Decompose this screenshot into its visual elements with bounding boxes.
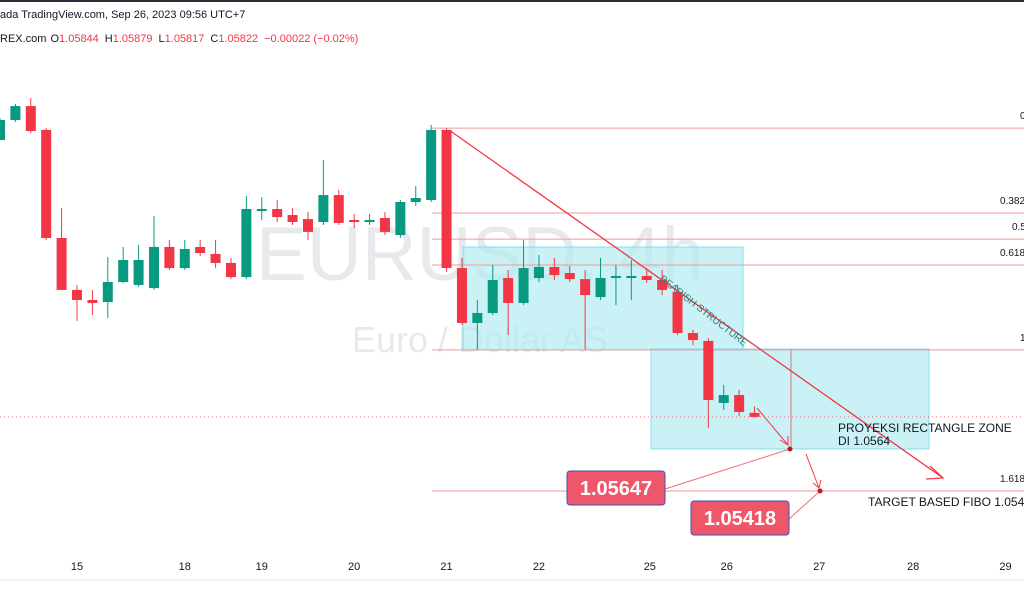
candle-body	[71, 289, 82, 301]
ohlc-value: 1.05844	[59, 33, 99, 45]
candle-body	[533, 266, 544, 278]
candle-body	[472, 313, 483, 323]
candles	[0, 97, 760, 429]
zone-box	[650, 348, 930, 450]
candle-body	[272, 208, 283, 218]
candle-body	[703, 340, 714, 401]
candle-body	[456, 268, 467, 323]
annotation: PROYEKSI RECTANGLE ZONE	[838, 421, 1012, 435]
candle-body	[56, 237, 67, 290]
fib-label: 0.382	[1000, 196, 1024, 207]
candle-body	[610, 275, 621, 278]
candle-body	[318, 195, 329, 223]
target-point	[817, 488, 823, 494]
candle-body	[580, 279, 591, 296]
candle-body	[118, 260, 129, 283]
fib-label: 1	[1020, 333, 1024, 344]
ohlc-line: REX.com O1.05844 H1.05879 L1.05817 C1.05822−…	[0, 33, 358, 45]
fib-label: 0	[1020, 111, 1024, 122]
ohlc-key: L	[159, 33, 165, 45]
candle-body	[487, 280, 498, 314]
candle-body	[518, 268, 529, 303]
arrow	[756, 407, 789, 446]
candle-body	[564, 273, 575, 280]
candle-body	[41, 129, 52, 238]
candle-body	[102, 282, 113, 303]
candle-body	[426, 129, 437, 201]
candle-body	[87, 300, 98, 303]
target-point	[787, 446, 793, 452]
candle-body	[441, 129, 452, 269]
candle-body	[225, 262, 236, 278]
candle-body	[503, 277, 514, 303]
candle-body	[148, 246, 159, 289]
candle-body	[364, 220, 375, 223]
x-tick-label: 25	[644, 561, 656, 573]
x-tick-label: 19	[256, 561, 268, 573]
x-tick-label: 28	[907, 561, 919, 573]
ohlc-key: H	[105, 33, 113, 45]
candle-body	[241, 208, 252, 278]
fib-group: 0 0.382 0.5 0.618 1 1.618	[432, 111, 1024, 492]
candle-body	[687, 333, 698, 341]
candle-body	[0, 120, 5, 141]
fib-label: 1.618	[1000, 474, 1024, 485]
x-tick-label: 26	[721, 561, 733, 573]
candle-body	[595, 277, 606, 298]
candle-body	[749, 412, 760, 417]
x-tick-label: 15	[71, 561, 83, 573]
candle-body	[549, 266, 560, 276]
candle-body	[133, 260, 144, 285]
target-label: 1.05647	[580, 478, 652, 500]
candle-body	[333, 195, 344, 223]
candle-body	[256, 208, 267, 212]
candle-body	[25, 106, 36, 132]
x-tick-label: 18	[179, 561, 191, 573]
annotation: DI 1.0564	[838, 434, 890, 448]
candle-body	[718, 395, 729, 403]
arrow-head	[925, 465, 945, 480]
ohlc-value: 1.05817	[165, 33, 205, 45]
arrow	[805, 453, 822, 489]
x-tick-label: 20	[348, 561, 360, 573]
trend-line	[448, 129, 944, 479]
candle-body	[626, 275, 637, 278]
candle-body	[349, 220, 360, 223]
target-connector	[788, 490, 821, 520]
ohlc-change: −0.00022 (−0.02%)	[264, 33, 358, 45]
symbol: REX.com	[0, 33, 46, 45]
candle-body	[302, 219, 313, 232]
candle-body	[672, 291, 683, 334]
candle-body	[641, 275, 652, 281]
target-box	[690, 500, 790, 536]
x-tick-label: 21	[440, 561, 452, 573]
candle-body	[657, 280, 668, 290]
candle-body	[195, 246, 206, 254]
target-connector	[664, 448, 791, 490]
candle-body	[179, 248, 190, 269]
annotation: TARGET BASED FIBO 1.0541	[868, 495, 1024, 509]
candle-body	[287, 215, 298, 223]
ohlc-key: O	[50, 33, 59, 45]
targets: 1.05647 1.05418	[566, 446, 823, 536]
candle-body	[734, 395, 745, 412]
x-tick-label: 22	[533, 561, 545, 573]
target-box	[566, 470, 666, 506]
candle-body	[379, 217, 390, 232]
target-label: 1.05418	[704, 508, 776, 530]
candle-body	[10, 106, 21, 121]
candle-body	[395, 202, 406, 236]
x-tick-label: 29	[999, 561, 1011, 573]
source-line: ada TradingView.com, Sep 26, 2023 09:56 …	[0, 9, 245, 21]
x-tick-label: 27	[813, 561, 825, 573]
candle-body	[164, 246, 175, 269]
candle-body	[410, 197, 421, 203]
ohlc-key: C	[210, 33, 218, 45]
ohlc-value: 1.05822	[218, 33, 258, 45]
fib-label: 0.618	[1000, 248, 1024, 259]
candle-body	[210, 253, 221, 263]
fib-label: 0.5	[1012, 222, 1024, 233]
ohlc-value: 1.05879	[113, 33, 153, 45]
